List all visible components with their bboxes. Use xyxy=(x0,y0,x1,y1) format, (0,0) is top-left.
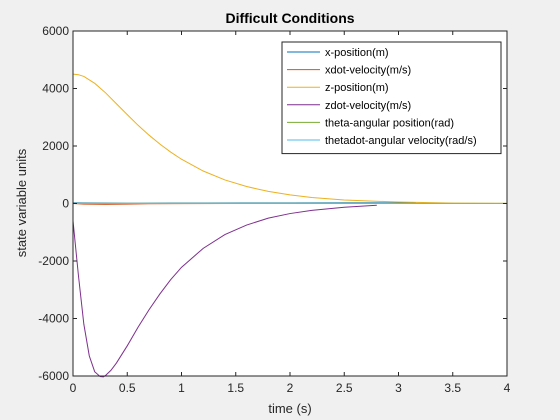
axes-layer: 0 0.5 1 1.5 2 2.5 3 3.5 4 6000 4000 2000 0 -2000 -4000… xyxy=(38,24,510,395)
x-tick-label: 0.5 xyxy=(119,381,136,395)
x-tick-label: 2.5 xyxy=(336,381,353,395)
legend-label-3: z-position(m) xyxy=(325,82,389,94)
y-tick-label: -6000 xyxy=(38,369,69,383)
x-tick-label: 0 xyxy=(70,381,77,395)
legend-box xyxy=(281,41,502,155)
x-tick-label: 1 xyxy=(178,381,185,395)
legend-label-6: thetadot-angular velocity(rad/s) xyxy=(325,135,477,147)
legend-label-1: x-position(m) xyxy=(325,47,389,59)
x-tick-label: 4 xyxy=(504,381,511,395)
y-tick-label: 2000 xyxy=(42,139,69,153)
legend: x-position(m) xdot-velocity(m/s) z-positio… xyxy=(281,41,502,155)
legend-label-4: zdot-velocity(m/s) xyxy=(325,100,411,112)
y-tick-label: 6000 xyxy=(42,24,69,38)
legend-label-5: theta-angular position(rad) xyxy=(325,117,454,129)
chart-title: Difficult Conditions xyxy=(225,10,354,26)
x-tick-label: 3.5 xyxy=(444,381,461,395)
x-tick-label: 1.5 xyxy=(227,381,244,395)
series-layer xyxy=(72,73,508,378)
y-tick-label: 4000 xyxy=(42,82,69,96)
series-line-4 xyxy=(72,204,377,378)
x-tick-label: 2 xyxy=(287,381,294,395)
y-tick-label: -2000 xyxy=(38,254,69,268)
legend-label-2: xdot-velocity(m/s) xyxy=(325,65,411,77)
y-tick-label: -4000 xyxy=(38,312,69,326)
x-axis-title: time (s) xyxy=(268,401,311,416)
x-tick-label: 3 xyxy=(395,381,402,395)
series-line-3 xyxy=(72,73,508,204)
y-tick-label: 0 xyxy=(62,197,69,211)
y-axis-title: state variable units xyxy=(14,148,29,257)
